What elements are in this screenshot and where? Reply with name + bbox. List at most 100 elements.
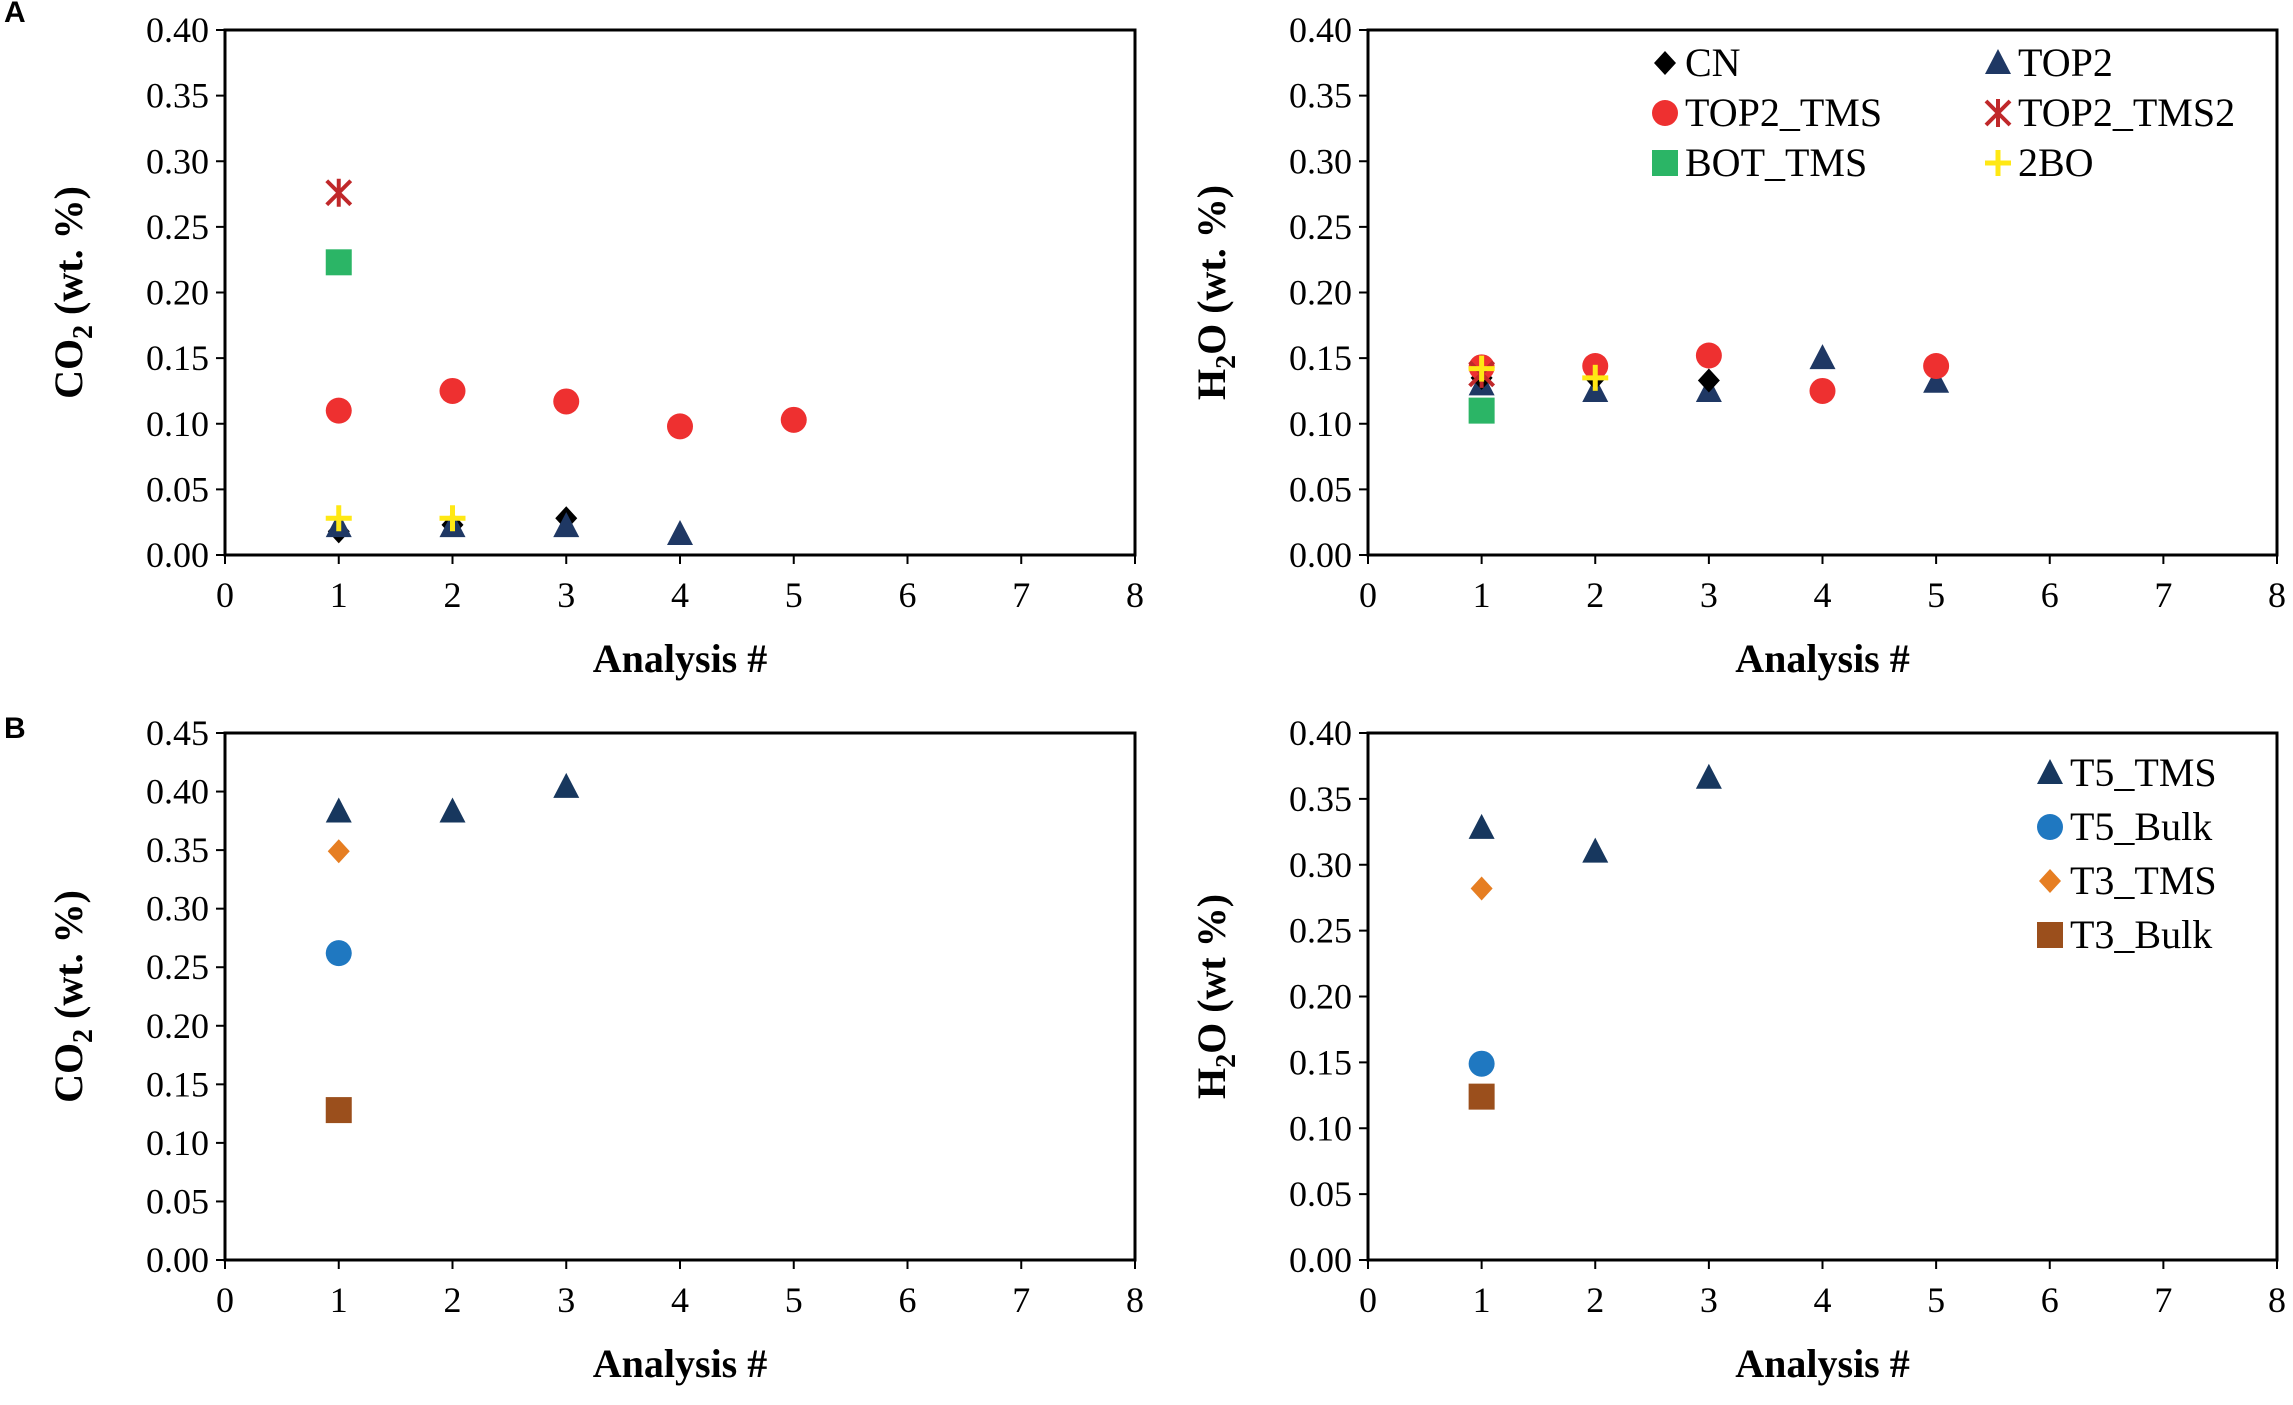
plot-frame: [223, 731, 1137, 1262]
y-tick-label: 0.25: [146, 947, 209, 987]
x-axis-title: Analysis #: [593, 636, 768, 681]
chart-a-h2o: 0.00 0.05 0.10 0.15 0.20 0.25 0.30 0.35 0.40 0 1 2 3…: [1189, 10, 2286, 681]
x-tick-label: 5: [785, 575, 803, 615]
data-point-2bo: [1582, 364, 1609, 391]
x-tick-label: 8: [2268, 575, 2286, 615]
y-tick-label: 0.15: [1289, 1042, 1352, 1082]
y-axis-title: CO2 (wt. %): [46, 186, 99, 399]
x-tick-label: 6: [899, 1280, 917, 1320]
legend-label: CN: [1685, 40, 1741, 85]
data-point-top2: [1923, 367, 1950, 393]
x-tick-label: 1: [1473, 1280, 1491, 1320]
data-point-top2: [553, 512, 580, 538]
y-tick-label: 0.30: [1289, 141, 1352, 181]
y-tick-label: 0.05: [1289, 1174, 1352, 1214]
y-tick-label: 0.00: [1289, 535, 1352, 575]
y-tick-label: 0.45: [146, 713, 209, 753]
x-tick-label: 7: [2154, 1280, 2172, 1320]
y-tick-label: 0.15: [146, 338, 209, 378]
data-point-2bo: [1468, 355, 1495, 382]
x-tick-label: 3: [557, 1280, 575, 1320]
x-tick-label: 3: [557, 575, 575, 615]
legend-label: TOP2_TMS2: [2018, 90, 2235, 135]
data-point-bot-tms: [325, 249, 352, 276]
x-axis-title: Analysis #: [593, 1341, 768, 1386]
plot-frame: [223, 28, 1137, 557]
x-tick-label: 2: [1586, 575, 1604, 615]
x-tick-label: 0: [216, 575, 234, 615]
data-point-top2-tms: [325, 397, 352, 424]
legend-marker-top2-tms2: [1984, 99, 2012, 127]
legend-marker-t3-tms: [2039, 869, 2061, 893]
x-tick-label: 3: [1700, 1280, 1718, 1320]
legend-label: T5_Bulk: [2070, 804, 2212, 849]
y-tick-label: 0.25: [1289, 207, 1352, 247]
data-point-bot-tms: [1468, 397, 1495, 424]
data-point-top2-tms: [1695, 342, 1722, 369]
data-point-t5-bulk: [325, 940, 352, 967]
legend-label: T3_Bulk: [2070, 912, 2212, 957]
x-tick-label: 4: [671, 1280, 689, 1320]
data-point-top2-tms: [439, 377, 466, 404]
legend-marker-cn: [1654, 51, 1676, 75]
y-tick-label: 0.10: [146, 404, 209, 444]
legend-marker-2bo: [1985, 150, 2011, 176]
chart-a-co2: 0.00 0.05 0.10 0.15 0.20 0.25 0.30 0.35 0.40 0 1 2 3…: [46, 10, 1144, 681]
legend-label: TOP2_TMS: [1685, 90, 1882, 135]
y-tick-label: 0.35: [1289, 779, 1352, 819]
y-tick-label: 0.10: [1289, 404, 1352, 444]
data-point-t5-tms: [1468, 813, 1495, 839]
data-point-t3-bulk: [325, 1097, 352, 1124]
x-tick-label: 2: [444, 1280, 462, 1320]
y-tick-label: 0.05: [1289, 469, 1352, 509]
legend-marker-t3-bulk: [2037, 922, 2063, 948]
data-point-t3-bulk: [1468, 1083, 1495, 1110]
y-tick-label: 0.35: [146, 830, 209, 870]
data-point-cn: [1697, 368, 1720, 393]
x-tick-label: 1: [1473, 575, 1491, 615]
panel-label-b: B: [4, 712, 26, 745]
x-tick-label: 3: [1700, 575, 1718, 615]
y-tick-label: 0.20: [1289, 273, 1352, 313]
data-point-top2-tms: [1923, 353, 1950, 379]
legend-label: BOT_TMS: [1685, 140, 1867, 185]
x-tick-label: 2: [1586, 1280, 1604, 1320]
x-tick-label: 6: [899, 575, 917, 615]
y-tick-label: 0.00: [146, 535, 209, 575]
data-point-t5-tms: [553, 772, 580, 798]
x-tick-label: 1: [330, 1280, 348, 1320]
y-tick-label: 0.35: [1289, 76, 1352, 116]
x-tick-label: 0: [216, 1280, 234, 1320]
y-tick-label: 0.05: [146, 1181, 209, 1221]
legend-marker-t5-tms: [2037, 759, 2063, 784]
x-tick-label: 5: [785, 1280, 803, 1320]
legend-label: 2BO: [2018, 140, 2094, 185]
data-point-top2-tms: [780, 406, 807, 433]
y-tick-label: 0.25: [146, 207, 209, 247]
y-tick-label: 0.10: [1289, 1108, 1352, 1148]
data-point-top2: [1809, 344, 1836, 370]
y-tick-label: 0.15: [1289, 338, 1352, 378]
legend-label: T5_TMS: [2070, 750, 2217, 795]
data-point-t3-tms: [327, 839, 350, 864]
x-tick-label: 5: [1927, 575, 1945, 615]
legend-marker-t5-bulk: [2037, 814, 2063, 840]
y-tick-label: 0.10: [146, 1123, 209, 1163]
x-tick-label: 4: [1814, 1280, 1832, 1320]
y-tick-label: 0.35: [146, 76, 209, 116]
x-tick-label: 1: [330, 575, 348, 615]
x-tick-label: 6: [2041, 575, 2059, 615]
chart-b-h2o: 0.00 0.05 0.10 0.15 0.20 0.25 0.30 0.35 0.40 0 1 2 3…: [1189, 713, 2286, 1386]
panel-label-a: A: [4, 0, 26, 29]
x-tick-label: 7: [1012, 1280, 1030, 1320]
legend-marker-top2: [1985, 49, 2011, 74]
x-axis-title: Analysis #: [1735, 1341, 1910, 1386]
chart-b-co2: 0.00 0.05 0.10 0.15 0.20 0.25 0.30 0.35 0.40 0.45…: [46, 713, 1144, 1386]
x-tick-label: 2: [444, 575, 462, 615]
data-point-top2: [667, 520, 693, 545]
x-tick-label: 8: [1126, 575, 1144, 615]
x-tick-label: 0: [1359, 1280, 1377, 1320]
y-tick-label: 0.30: [146, 889, 209, 929]
y-axis-title: H2O (wt %): [1189, 894, 1242, 1099]
